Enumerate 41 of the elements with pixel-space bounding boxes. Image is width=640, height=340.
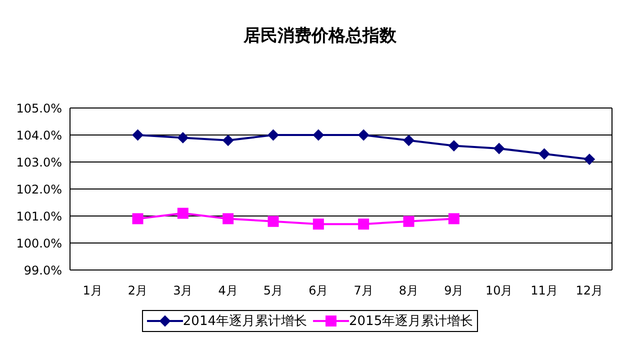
y-tick-label: 100.0% — [16, 236, 62, 250]
point — [584, 154, 595, 165]
point — [268, 216, 279, 227]
y-tick-label: 104.0% — [16, 128, 62, 142]
point — [448, 140, 460, 152]
point — [358, 218, 370, 230]
point — [312, 130, 324, 140]
x-tick-label: 7月 — [354, 284, 374, 298]
legend-label: 2015年逐月累计增长 — [348, 313, 474, 330]
point — [494, 143, 505, 154]
point — [132, 130, 144, 140]
point — [177, 132, 188, 144]
point — [403, 216, 414, 227]
y-tick-label: 103.0% — [16, 155, 62, 170]
point — [358, 130, 370, 140]
x-tick-label: 3月 — [173, 284, 193, 298]
y-tick-label: 101.0% — [16, 209, 62, 224]
x-tick-label: 11月 — [530, 284, 558, 298]
y-tick-label: 102.0% — [16, 182, 62, 196]
x-tick-label: 1月 — [82, 284, 102, 298]
y-tick-label: 105.0% — [16, 101, 62, 116]
x-tick-label: 5月 — [263, 284, 284, 298]
y-tick-label: 99.0% — [24, 263, 62, 278]
point — [268, 130, 279, 140]
x-tick-label: 2月 — [128, 284, 148, 298]
point — [538, 148, 550, 160]
x-tick-label: 12月 — [576, 284, 604, 298]
point — [177, 208, 188, 219]
point — [132, 213, 144, 224]
point — [312, 218, 324, 230]
x-tick-label: 10月 — [485, 284, 513, 298]
point — [222, 134, 234, 146]
x-tick-label: 9月 — [444, 284, 464, 298]
x-tick-label: 4月 — [218, 284, 238, 298]
legend-label: 2014年逐月累计增长 — [182, 313, 307, 330]
chart-title: 居民消费价格总指数 — [242, 25, 398, 48]
x-tick-label: 6月 — [308, 284, 328, 298]
point — [403, 134, 414, 146]
point — [448, 213, 460, 224]
point — [222, 213, 234, 224]
x-tick-label: 8月 — [398, 284, 419, 298]
